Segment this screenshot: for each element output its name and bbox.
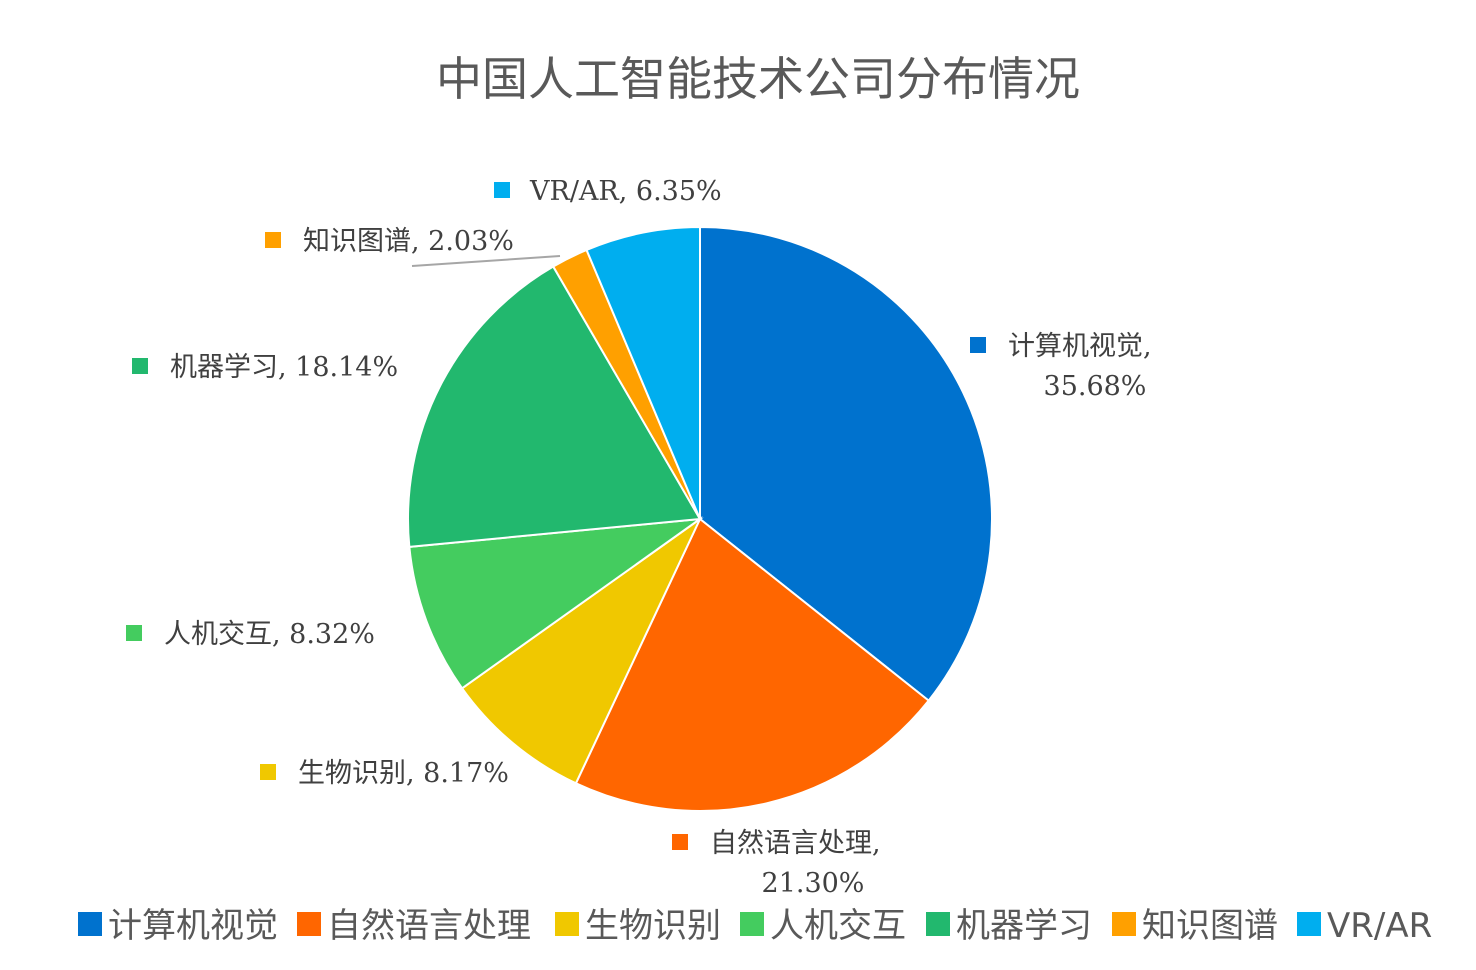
legend-label-0: 计算机视觉 xyxy=(108,906,278,946)
leader-lines xyxy=(411,255,561,267)
legend-label-4: 机器学习 xyxy=(956,906,1092,946)
chart-title: 中国人工智能技术公司分布情况 xyxy=(436,52,1080,106)
legend-marker-1 xyxy=(297,912,321,936)
pie-slice-4 xyxy=(407,265,702,548)
legend-marker-5 xyxy=(1112,912,1136,936)
legend-label-5: 知识图谱 xyxy=(1142,906,1278,946)
legend-marker-6 xyxy=(1297,912,1321,936)
data-labels: 计算机视觉, 35.68% 自然语言处理, 21.30% 生物识别, 8.17% 人机交互… xyxy=(126,176,1152,899)
data-label-1: 自然语言处理, xyxy=(710,828,881,859)
data-label-marker-4 xyxy=(132,358,148,374)
leader-line-5 xyxy=(411,255,561,267)
legend-label-1: 自然语言处理 xyxy=(327,906,531,946)
data-label-value-0: 35.68% xyxy=(1044,371,1147,402)
pie-slice-0 xyxy=(699,225,993,703)
pie-slices xyxy=(407,225,993,812)
pie-slice-1 xyxy=(574,517,931,812)
pie-slice-2 xyxy=(460,515,703,785)
legend-marker-3 xyxy=(740,912,764,936)
data-label-2: 生物识别, 8.17% xyxy=(298,758,509,789)
data-label-5: 知识图谱, 2.03% xyxy=(303,226,514,257)
data-label-value-1: 21.30% xyxy=(762,868,865,899)
data-label-marker-1 xyxy=(672,834,688,850)
legend-marker-4 xyxy=(926,912,950,936)
data-label-marker-6 xyxy=(494,182,510,198)
data-label-0: 计算机视觉, xyxy=(1008,331,1152,362)
legend-marker-0 xyxy=(78,912,102,936)
data-label-marker-2 xyxy=(260,764,276,780)
pie-slice-6 xyxy=(585,225,701,520)
data-label-marker-5 xyxy=(265,232,281,248)
data-label-marker-0 xyxy=(970,337,986,353)
data-label-marker-3 xyxy=(126,625,142,641)
legend-label-3: 人机交互 xyxy=(770,906,906,946)
legend: 计算机视觉 自然语言处理 生物识别 人机交互 机器学习 知识图谱 VR/AR xyxy=(78,906,1432,946)
legend-label-2: 生物识别 xyxy=(585,906,721,946)
pie-slice-3 xyxy=(408,517,704,690)
data-label-4: 机器学习, 18.14% xyxy=(170,352,398,383)
data-label-6: VR/AR, 6.35% xyxy=(529,176,722,207)
legend-label-6: VR/AR xyxy=(1327,906,1432,946)
legend-marker-2 xyxy=(555,912,579,936)
data-label-3: 人机交互, 8.32% xyxy=(164,619,375,650)
